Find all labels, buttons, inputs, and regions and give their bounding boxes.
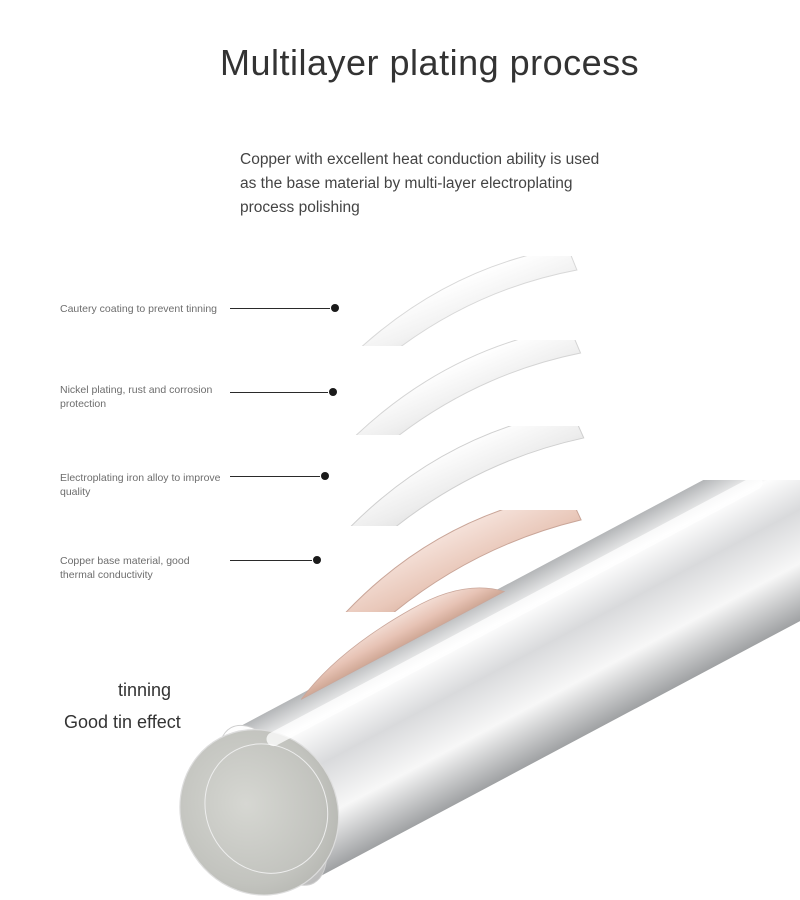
shell-layer-cautery [330,256,590,346]
leader-line [230,392,328,393]
tinning-label: tinning [118,680,171,701]
tin-effect-label: Good tin effect [64,712,181,733]
leader-line [230,308,330,309]
intro-description: Copper with excellent heat conduction ab… [240,148,610,220]
layer-label-nickel: Nickel plating, rust and corrosion prote… [60,384,225,411]
leader-line [230,476,320,477]
shell-layer-copper [306,510,591,612]
layer-label-cautery: Cautery coating to prevent tinning [60,303,225,317]
shell-layer-nickel [322,340,592,435]
page-title: Multilayer plating process [220,42,639,84]
